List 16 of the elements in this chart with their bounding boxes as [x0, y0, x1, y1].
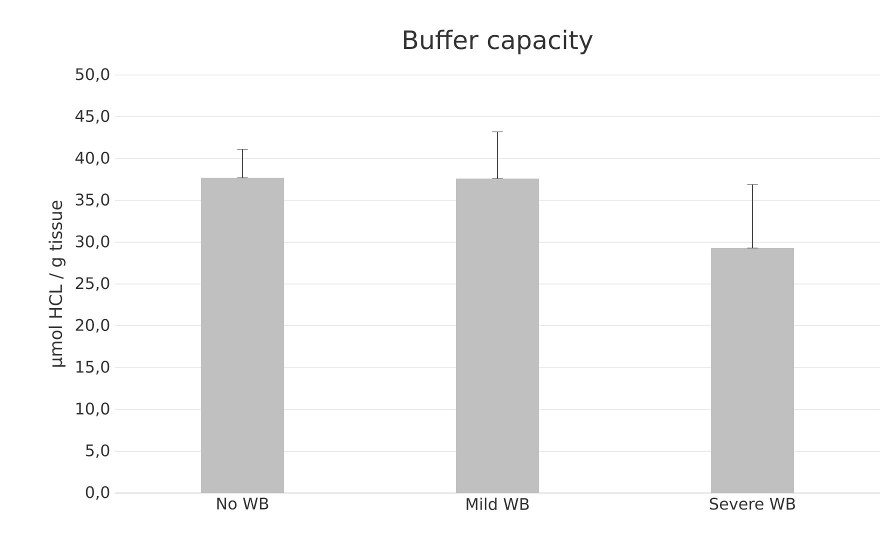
y-tick-label: 5,0 — [86, 444, 110, 458]
x-tick-label: Severe WB — [710, 498, 795, 510]
y-tick-label: 50,0 — [76, 68, 110, 82]
y-tick-label: 30,0 — [76, 235, 110, 250]
x-tick-label: Mild WB — [466, 498, 529, 510]
y-tick-label: 25,0 — [76, 277, 110, 291]
y-tick-label: 10,0 — [76, 402, 110, 416]
y-tick-label: 45,0 — [75, 110, 110, 124]
chart-title: Buffer capacity — [404, 30, 593, 54]
x-tick-label: No WB — [217, 498, 268, 510]
y-tick-label: 15,0 — [76, 360, 110, 374]
y-axis-title: µmol HCL / g tissue — [48, 200, 66, 367]
y-tick-label: 0,0 — [86, 486, 110, 500]
y-tick-label: 35,0 — [76, 194, 110, 208]
y-tick-label: 40,0 — [75, 152, 110, 166]
y-tick-label: 20,0 — [76, 318, 110, 333]
